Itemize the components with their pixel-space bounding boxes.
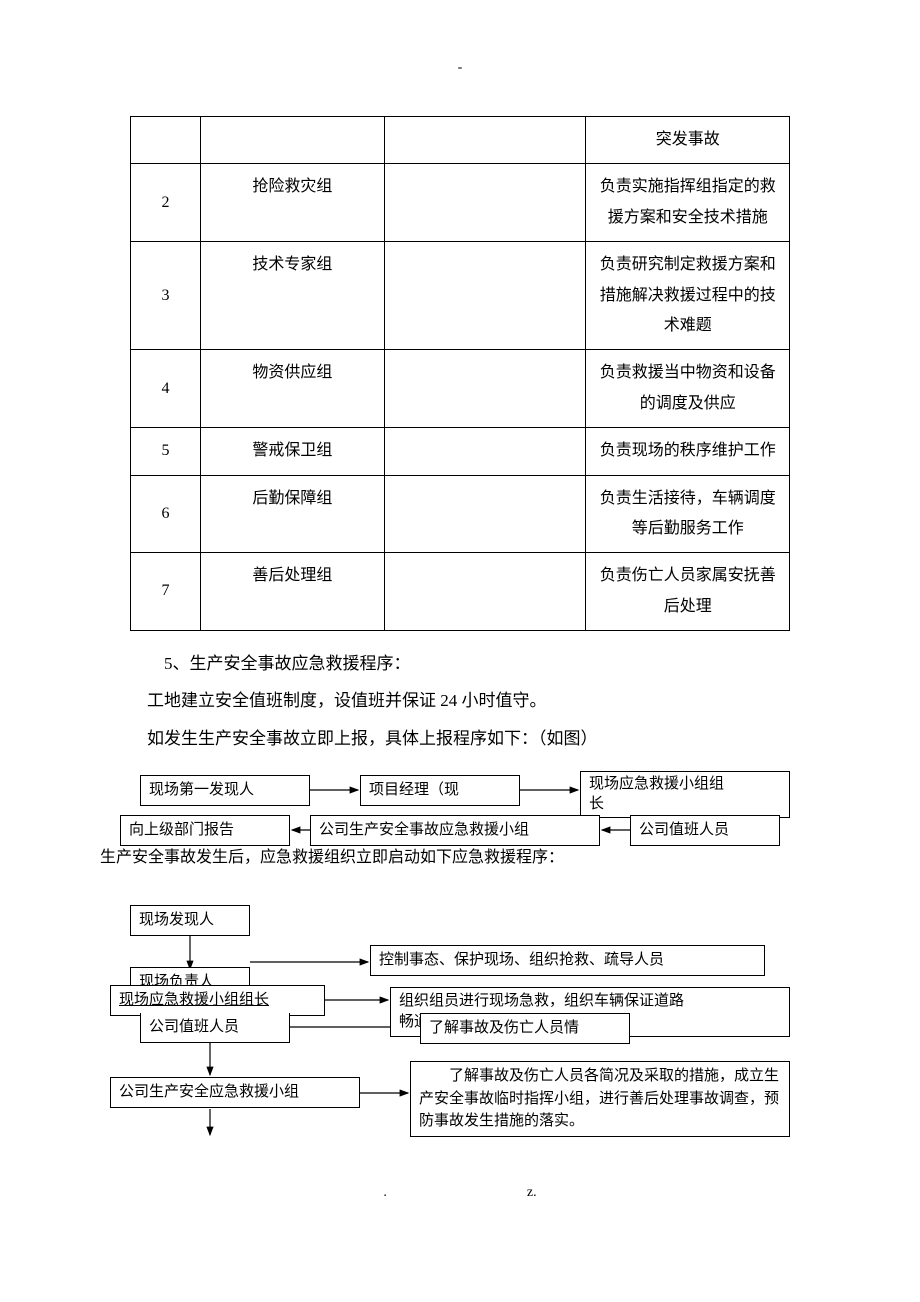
cell-group: 技术专家组 [201,242,385,350]
flow-node: 公司生产安全事故应急救援小组 [310,815,600,846]
flow-node: 了解事故及伤亡人员各简况及采取的措施，成立生产安全事故临时指挥小组，进行善后处理… [410,1061,790,1137]
body-text: 5、生产安全事故应急救援程序： 工地建立安全值班制度，设值班并保证 24 小时值… [130,645,790,757]
cell-group [201,117,385,164]
flow-node: 控制事态、保护现场、组织抢救、疏导人员 [370,945,765,976]
cell-group: 抢险救灾组 [201,164,385,242]
cell-no [131,117,201,164]
table-row: 5 警戒保卫组 负责现场的秩序维护工作 [131,428,790,475]
cell-blank [384,164,586,242]
cell-no: 6 [131,475,201,553]
cell-no: 2 [131,164,201,242]
groups-table: 突发事故 2 抢险救灾组 负责实施指挥组指定的救援方案和安全技术措施 3 技术专… [130,116,790,631]
cell-blank [384,117,586,164]
rescue-flowchart: 现场发现人 现场负责人 现场应急救援小组组长 公司值班人员 公司生产安全应急救援… [110,905,810,1145]
flow-node: 现场第一发现人 [140,775,310,806]
cell-blank [384,475,586,553]
table-row: 6 后勤保障组 负责生活接待，车辆调度等后勤服务工作 [131,475,790,553]
cell-group: 善后处理组 [201,553,385,631]
page: - 突发事故 2 抢险救灾组 负责实施指挥组指定的救援方案和安全技术措施 3 技… [0,0,920,1241]
flow-node-text: 长 [589,796,604,812]
cell-desc: 负责现场的秩序维护工作 [586,428,790,475]
flow-node-text: 现场应急救援小组组 [589,776,724,792]
table-row: 3 技术专家组 负责研究制定救援方案和措施解决救援过程中的技术难题 [131,242,790,350]
table-row: 7 善后处理组 负责伤亡人员家属安抚善后处理 [131,553,790,631]
flow-node: 向上级部门报告 [120,815,290,846]
cell-group: 物资供应组 [201,350,385,428]
flow-node: 项目经理（现 [360,775,520,806]
table-row: 2 抢险救灾组 负责实施指挥组指定的救援方案和安全技术措施 [131,164,790,242]
flow-node: 公司值班人员 [140,1013,290,1043]
flow-node: 公司值班人员 [630,815,780,846]
paragraph: 如发生生产安全事故立即上报，具体上报程序如下：（如图） [130,720,790,757]
footer-right: z. [527,1185,537,1201]
cell-no: 3 [131,242,201,350]
flow-node: 现场发现人 [130,905,250,936]
cell-desc: 负责研究制定救援方案和措施解决救援过程中的技术难题 [586,242,790,350]
cell-blank [384,428,586,475]
table-row: 突发事故 [131,117,790,164]
cell-blank [384,350,586,428]
cell-blank [384,553,586,631]
footer-left: . [383,1185,387,1201]
cell-no: 5 [131,428,201,475]
report-flowchart: 现场第一发现人 项目经理（现 现场应急救援小组组 长 向上级部门报告 公司生产安… [110,775,810,875]
footer-mark: . z. [0,1185,920,1201]
cell-desc: 负责伤亡人员家属安抚善后处理 [586,553,790,631]
cell-desc: 负责实施指挥组指定的救援方案和安全技术措施 [586,164,790,242]
flow-node: 了解事故及伤亡人员情 [420,1013,630,1044]
cell-no: 7 [131,553,201,631]
cell-group: 警戒保卫组 [201,428,385,475]
paragraph: 工地建立安全值班制度，设值班并保证 24 小时值守。 [130,682,790,719]
flow-node: 公司生产安全应急救援小组 [110,1077,360,1108]
cell-group: 后勤保障组 [201,475,385,553]
table-row: 4 物资供应组 负责救援当中物资和设备的调度及供应 [131,350,790,428]
cell-desc: 负责救援当中物资和设备的调度及供应 [586,350,790,428]
mid-sentence: 生产安全事故发生后，应急救援组织立即启动如下应急救援程序： [100,845,820,871]
cell-desc: 负责生活接待，车辆调度等后勤服务工作 [586,475,790,553]
paragraph: 5、生产安全事故应急救援程序： [130,645,790,682]
flow-node: 现场应急救援小组组长 [110,985,325,1016]
header-mark: - [0,60,920,76]
cell-no: 4 [131,350,201,428]
flow-node-text: 组织组员进行现场急救，组织车辆保证道路 [399,993,684,1009]
cell-blank [384,242,586,350]
cell-desc: 突发事故 [586,117,790,164]
flow-node: 现场应急救援小组组 长 [580,771,790,818]
